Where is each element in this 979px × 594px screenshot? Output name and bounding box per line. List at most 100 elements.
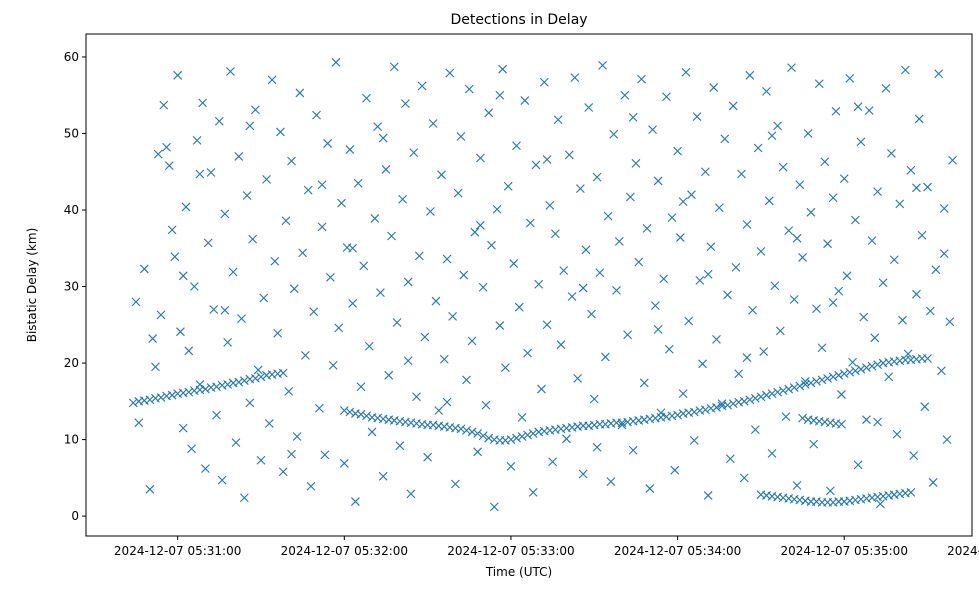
data-point-marker bbox=[895, 199, 905, 209]
data-point-marker bbox=[770, 281, 780, 291]
data-point-marker bbox=[528, 487, 538, 497]
data-point-marker bbox=[323, 139, 333, 148]
data-point-marker bbox=[625, 192, 635, 202]
data-point-marker bbox=[337, 198, 346, 208]
data-point-marker bbox=[787, 63, 796, 73]
data-point-marker bbox=[401, 99, 410, 109]
data-point-marker bbox=[178, 423, 188, 433]
data-point-marker bbox=[867, 236, 877, 246]
data-point-marker bbox=[364, 341, 374, 351]
data-point-marker bbox=[884, 372, 894, 382]
data-point-marker bbox=[728, 399, 738, 409]
data-point-marker bbox=[742, 353, 752, 363]
data-point-marker bbox=[598, 60, 607, 70]
data-point-marker bbox=[151, 362, 160, 372]
data-point-marker bbox=[828, 193, 838, 203]
data-point-marker bbox=[759, 347, 769, 356]
data-point-marker bbox=[264, 419, 274, 428]
data-point-marker bbox=[767, 389, 777, 399]
data-point-marker bbox=[812, 304, 821, 314]
data-point-marker bbox=[750, 425, 760, 435]
data-point-marker bbox=[537, 384, 546, 394]
data-point-marker bbox=[548, 457, 557, 467]
x-tick-label: 2024-12-07 05:33:00 bbox=[447, 544, 574, 558]
data-point-marker bbox=[462, 426, 471, 435]
data-point-marker bbox=[912, 183, 921, 193]
data-point-marker bbox=[887, 148, 896, 158]
data-point-marker bbox=[781, 412, 791, 422]
data-point-marker bbox=[614, 236, 624, 246]
y-axis-label: Bistatic Delay (km) bbox=[25, 228, 39, 343]
data-point-marker bbox=[762, 87, 771, 96]
x-tick-label: 2024-12-07 05:32:00 bbox=[281, 544, 408, 558]
data-point-marker bbox=[167, 390, 177, 400]
data-point-marker bbox=[617, 420, 627, 430]
data-point-marker bbox=[723, 290, 732, 300]
data-point-marker bbox=[603, 211, 613, 221]
data-point-marker bbox=[920, 402, 930, 412]
data-point-marker bbox=[739, 473, 749, 483]
data-point-marker bbox=[731, 263, 741, 272]
data-point-marker bbox=[412, 392, 421, 402]
data-point-marker bbox=[476, 220, 485, 230]
data-point-marker bbox=[223, 380, 233, 389]
data-point-marker bbox=[589, 394, 599, 404]
data-point-marker bbox=[184, 346, 194, 356]
data-point-marker bbox=[423, 452, 433, 462]
data-point-marker bbox=[784, 384, 794, 394]
data-point-marker bbox=[917, 230, 927, 240]
data-point-marker bbox=[223, 338, 233, 347]
data-point-marker bbox=[842, 271, 852, 281]
data-point-marker bbox=[675, 233, 685, 242]
data-point-marker bbox=[201, 384, 210, 394]
data-point-marker bbox=[164, 161, 174, 171]
data-point-marker bbox=[653, 176, 663, 186]
data-point-marker bbox=[495, 321, 505, 330]
data-point-marker bbox=[737, 169, 746, 179]
data-point-marker bbox=[923, 354, 932, 363]
data-point-marker bbox=[301, 351, 310, 360]
data-point-marker bbox=[942, 435, 952, 444]
data-point-marker bbox=[303, 185, 313, 195]
data-point-marker bbox=[845, 367, 855, 377]
data-point-marker bbox=[812, 377, 821, 386]
data-point-marker bbox=[212, 410, 221, 420]
data-point-marker bbox=[239, 493, 249, 503]
data-point-marker bbox=[684, 316, 694, 326]
data-point-marker bbox=[470, 227, 480, 237]
data-point-marker bbox=[334, 323, 344, 333]
data-point-marker bbox=[523, 430, 532, 440]
data-point-marker bbox=[923, 182, 932, 192]
data-point-marker bbox=[928, 478, 938, 487]
data-point-marker bbox=[251, 373, 260, 383]
data-point-marker bbox=[156, 393, 166, 402]
data-point-marker bbox=[723, 400, 732, 410]
data-point-marker bbox=[212, 382, 221, 392]
data-point-marker bbox=[873, 187, 882, 197]
data-point-marker bbox=[362, 411, 371, 421]
data-point-marker bbox=[728, 101, 738, 111]
data-point-marker bbox=[742, 220, 752, 229]
data-point-marker bbox=[228, 267, 238, 277]
data-point-marker bbox=[762, 390, 771, 400]
data-point-marker bbox=[256, 372, 266, 382]
data-point-marker bbox=[501, 363, 510, 373]
data-point-marker bbox=[778, 386, 788, 395]
series-group bbox=[339, 354, 932, 445]
data-point-marker bbox=[934, 69, 944, 79]
data-point-marker bbox=[789, 383, 799, 392]
data-point-marker bbox=[462, 375, 471, 385]
data-point-marker bbox=[931, 265, 941, 275]
data-point-marker bbox=[145, 395, 155, 405]
data-point-marker bbox=[695, 276, 705, 285]
data-point-marker bbox=[592, 172, 602, 182]
data-point-marker bbox=[784, 226, 794, 236]
data-point-marker bbox=[528, 429, 538, 438]
data-point-marker bbox=[789, 295, 799, 304]
data-point-marker bbox=[900, 65, 910, 75]
data-point-marker bbox=[714, 203, 724, 213]
data-point-marker bbox=[306, 481, 316, 491]
data-point-marker bbox=[542, 155, 552, 164]
data-point-marker bbox=[850, 366, 860, 376]
